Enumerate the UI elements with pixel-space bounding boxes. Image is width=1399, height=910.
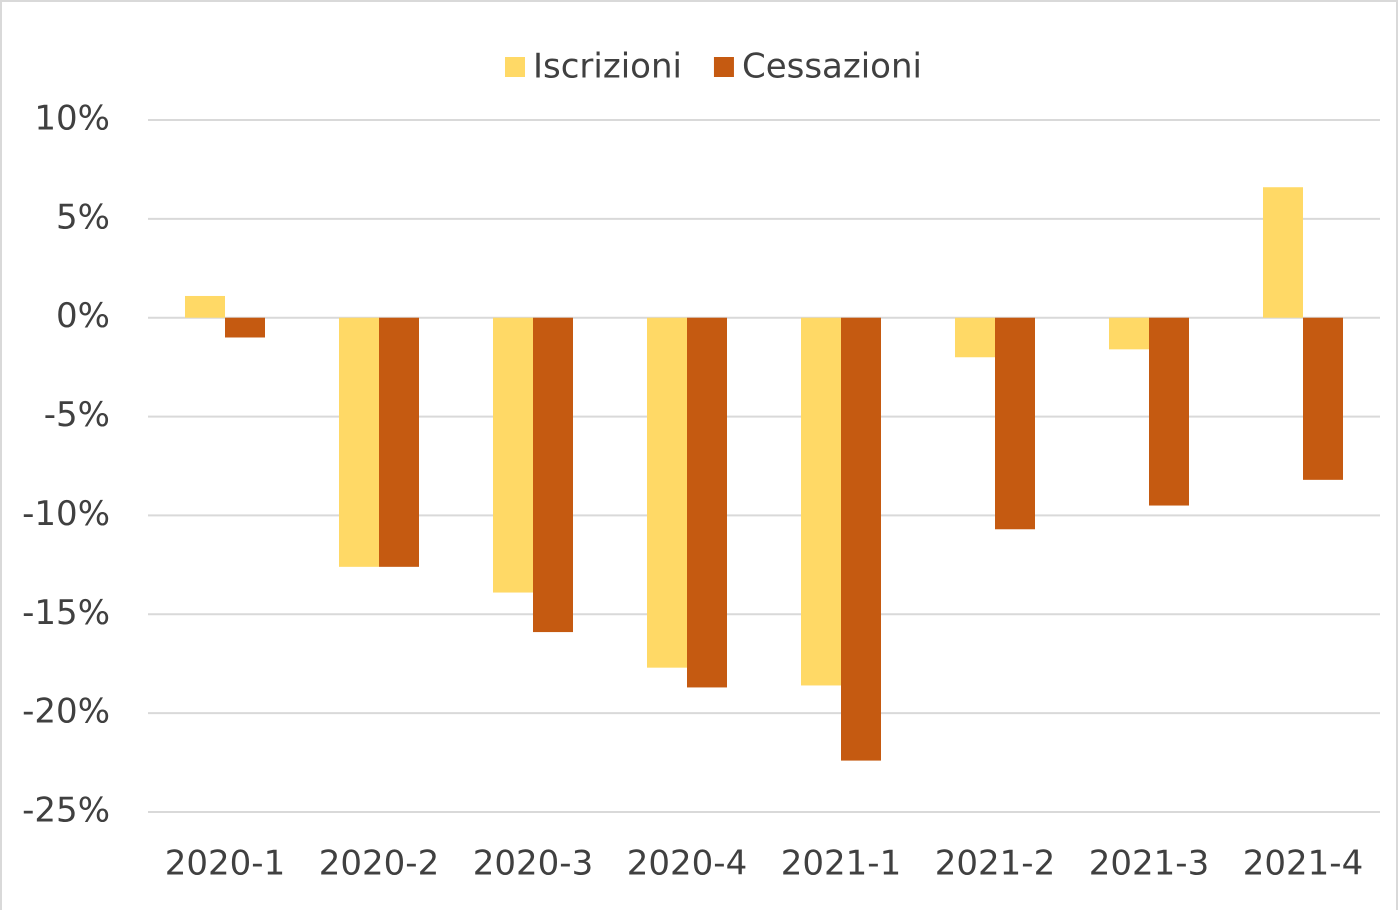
legend-swatch [505,57,525,77]
x-tick-label: 2020-1 [165,844,285,884]
bar [339,317,379,567]
bar [687,317,727,688]
bar [225,317,265,338]
bar [1149,317,1189,506]
bar [493,317,533,593]
bar [955,317,995,358]
bar [1263,187,1303,318]
y-tick-label: 10% [34,99,110,139]
y-tick-label: -5% [44,395,110,435]
x-tick-label: 2020-2 [319,844,439,884]
x-tick-label: 2021-1 [781,844,901,884]
bar [995,317,1035,530]
bar [533,317,573,633]
y-tick-label: -20% [22,692,110,732]
legend-swatch [713,57,734,77]
bar [1109,317,1149,350]
bar [841,317,881,761]
x-tick-label: 2021-3 [1089,844,1209,884]
y-tick-label: 5% [56,197,110,237]
bar [1303,317,1343,480]
legend-label: Cessazioni [742,47,922,87]
bar [379,317,419,567]
y-tick-label: -25% [22,791,110,831]
x-tick-label: 2020-3 [473,844,593,884]
y-tick-label: -10% [22,494,110,534]
legend-label: Iscrizioni [533,47,682,87]
x-tick-label: 2021-2 [935,844,1055,884]
x-tick-label: 2021-4 [1243,844,1363,884]
x-tick-label: 2020-4 [627,844,747,884]
bar [647,317,687,668]
bar [801,317,841,686]
bar [185,295,225,318]
y-tick-label: 0% [56,296,110,336]
y-tick-label: -15% [22,593,110,633]
